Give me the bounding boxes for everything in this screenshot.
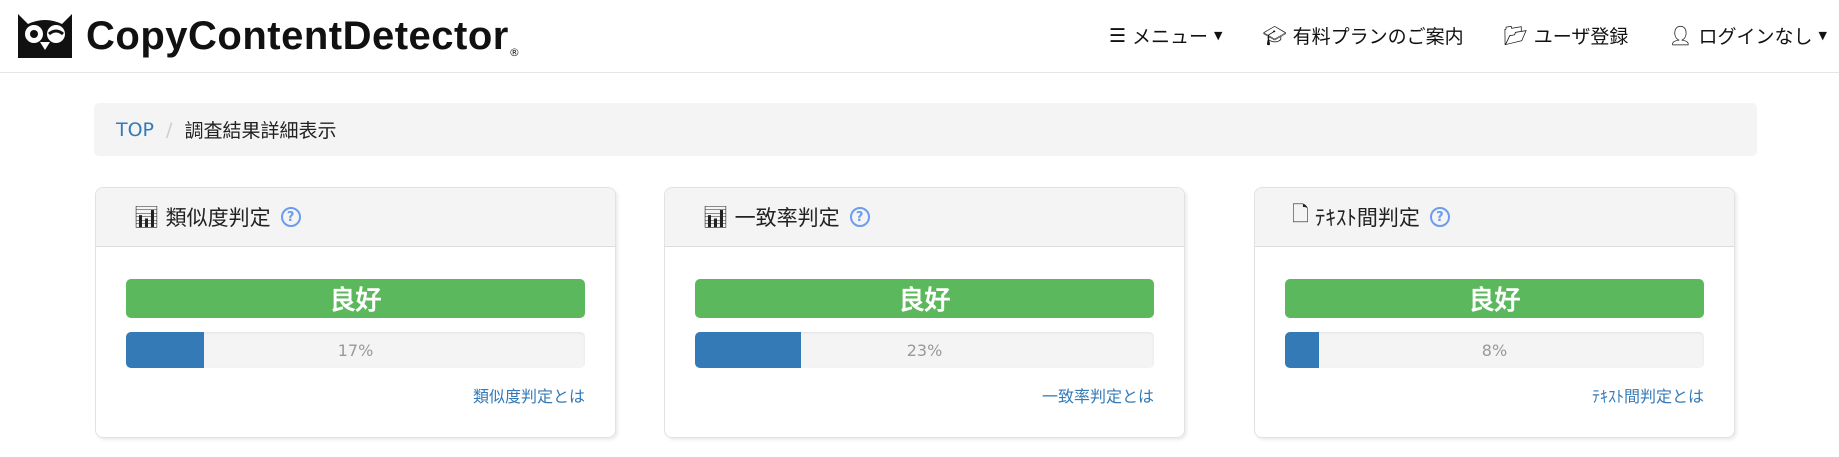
help-icon[interactable]: ? (1429, 207, 1450, 227)
caret-down-icon: ▼ (1818, 29, 1827, 42)
card-title: 一致率判定 (734, 206, 840, 230)
card-text-compare: 🗋 ﾃｷｽﾄ間判定? 良好 8% ﾃｷｽﾄ間判定とは (1254, 187, 1735, 438)
nav-label: ユーザ登録 (1533, 26, 1629, 48)
folder-open-icon: 📂︎ (1503, 25, 1528, 47)
progress-fill (126, 332, 205, 368)
about-link[interactable]: 一致率判定とは (1041, 387, 1154, 406)
progress-fill (1285, 332, 1319, 368)
owl-logo-icon (18, 14, 72, 58)
breadcrumb-current: 調査結果詳細表示 (184, 120, 337, 142)
breadcrumb-separator: / (166, 118, 173, 141)
nav-user-register[interactable]: 📂︎ ユーザ登録 (1504, 22, 1629, 49)
bar-chart-icon: 📊︎ (133, 204, 160, 229)
main-nav: ☰ メニュー ▼ 🎓︎ 有料プランのご案内 📂︎ ユーザ登録 👤︎ ログインなし ▼ (1109, 22, 1827, 49)
nav-label: ログインなし (1698, 26, 1813, 48)
breadcrumb: TOP / 調査結果詳細表示 (94, 103, 1757, 156)
nav-menu[interactable]: ☰ メニュー ▼ (1109, 22, 1223, 49)
card-similarity: 📊︎ 類似度判定? 良好 17% 類似度判定とは (95, 187, 616, 438)
verdict-badge: 良好 (695, 279, 1154, 318)
progress-bar: 17% (126, 332, 585, 368)
progress-bar: 23% (695, 332, 1154, 368)
help-icon[interactable]: ? (849, 207, 870, 227)
about-link[interactable]: 類似度判定とは (472, 387, 585, 406)
progress-fill (695, 332, 801, 368)
word-file-icon: 🗋 (1292, 201, 1309, 226)
user-icon: 👤︎ (1668, 25, 1693, 47)
card-title: 類似度判定 (165, 206, 271, 230)
caret-down-icon: ▼ (1214, 29, 1223, 42)
verdict-badge: 良好 (126, 279, 585, 318)
nav-login[interactable]: 👤︎ ログインなし ▼ (1668, 22, 1827, 49)
about-link[interactable]: ﾃｷｽﾄ間判定とは (1591, 387, 1704, 406)
nav-paid-plans[interactable]: 🎓︎ 有料プランのご案内 (1263, 22, 1464, 49)
graduation-cap-icon: 🎓︎ (1262, 25, 1287, 47)
progress-label: 17% (337, 340, 374, 360)
card-match-rate: 📊︎ 一致率判定? 良好 23% 一致率判定とは (664, 187, 1185, 438)
help-icon[interactable]: ? (280, 207, 301, 227)
nav-label: メニュー (1132, 26, 1209, 48)
breadcrumb-top-link[interactable]: TOP (116, 118, 155, 141)
bars-icon: ☰ (1108, 24, 1127, 47)
progress-label: 23% (906, 340, 943, 360)
progress-bar: 8% (1285, 332, 1704, 368)
bar-chart-icon: 📊︎ (702, 204, 729, 229)
site-header: CopyContentDetector® ☰ メニュー ▼ 🎓︎ 有料プランのご案内 … (0, 0, 1839, 73)
nav-label: 有料プランのご案内 (1292, 26, 1464, 48)
logo-text: CopyContentDetector® (86, 13, 520, 59)
progress-label: 8% (1481, 340, 1508, 360)
card-title: ﾃｷｽﾄ間判定 (1314, 206, 1420, 230)
verdict-badge: 良好 (1285, 279, 1704, 318)
logo[interactable]: CopyContentDetector® (14, 12, 520, 60)
